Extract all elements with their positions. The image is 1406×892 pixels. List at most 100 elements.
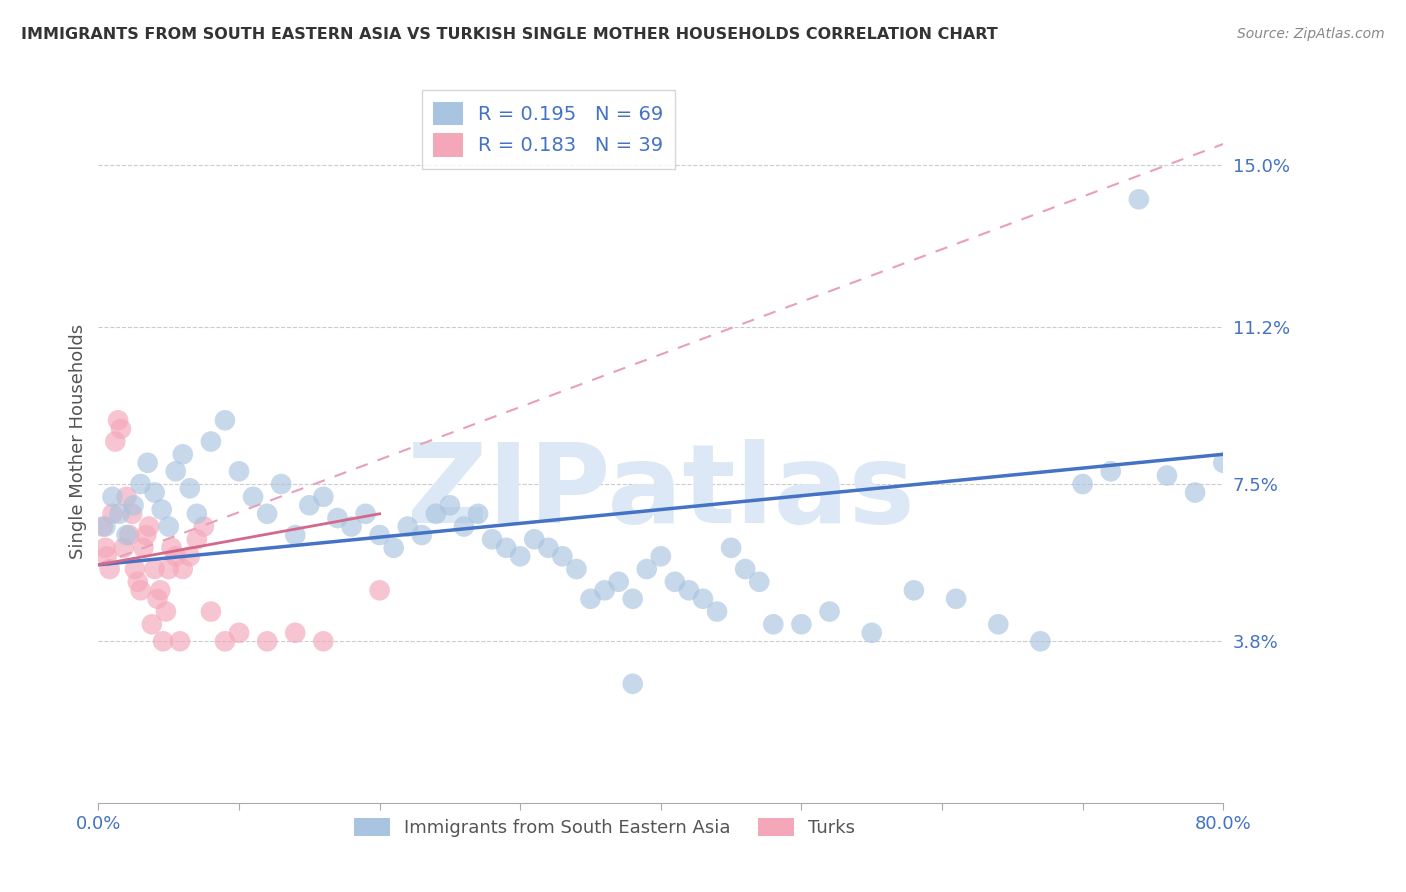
Point [214, 413, 236, 427]
Text: ZIPatlas: ZIPatlas [406, 439, 915, 546]
Point [368, 583, 391, 598]
Point [579, 591, 602, 606]
Point [762, 617, 785, 632]
Point [509, 549, 531, 564]
Point [108, 507, 131, 521]
Point [706, 605, 728, 619]
Point [124, 562, 146, 576]
Point [165, 549, 187, 564]
Point [118, 528, 141, 542]
Point [96, 549, 118, 564]
Point [110, 422, 132, 436]
Point [439, 498, 461, 512]
Point [1071, 477, 1094, 491]
Point [425, 507, 447, 521]
Point [94, 519, 117, 533]
Point [298, 498, 321, 512]
Point [903, 583, 925, 598]
Point [607, 574, 630, 589]
Point [537, 541, 560, 555]
Point [129, 477, 152, 491]
Y-axis label: Single Mother Households: Single Mother Households [69, 324, 87, 559]
Point [396, 519, 419, 533]
Point [312, 490, 335, 504]
Point [200, 434, 222, 449]
Point [122, 498, 145, 512]
Point [141, 617, 163, 632]
Point [551, 549, 574, 564]
Point [284, 528, 307, 542]
Point [621, 591, 644, 606]
Point [104, 434, 127, 449]
Point [453, 519, 475, 533]
Point [1099, 464, 1122, 478]
Point [284, 625, 307, 640]
Point [242, 490, 264, 504]
Point [467, 507, 489, 521]
Point [101, 490, 124, 504]
Point [1156, 468, 1178, 483]
Point [157, 519, 180, 533]
Text: Source: ZipAtlas.com: Source: ZipAtlas.com [1237, 27, 1385, 41]
Point [136, 456, 159, 470]
Point [155, 605, 177, 619]
Point [256, 634, 278, 648]
Point [146, 591, 169, 606]
Point [481, 533, 503, 547]
Point [1128, 192, 1150, 206]
Point [228, 464, 250, 478]
Point [256, 507, 278, 521]
Point [179, 481, 201, 495]
Point [523, 533, 546, 547]
Point [129, 583, 152, 598]
Point [987, 617, 1010, 632]
Point [91, 519, 114, 533]
Point [860, 625, 883, 640]
Point [368, 528, 391, 542]
Point [678, 583, 700, 598]
Point [734, 562, 756, 576]
Point [270, 477, 292, 491]
Point [818, 605, 841, 619]
Point [186, 533, 208, 547]
Point [945, 591, 967, 606]
Text: IMMIGRANTS FROM SOUTH EASTERN ASIA VS TURKISH SINGLE MOTHER HOUSEHOLDS CORRELATI: IMMIGRANTS FROM SOUTH EASTERN ASIA VS TU… [21, 27, 998, 42]
Point [172, 562, 194, 576]
Point [132, 541, 155, 555]
Point [326, 511, 349, 525]
Point [165, 464, 187, 478]
Point [101, 507, 124, 521]
Point [382, 541, 405, 555]
Point [112, 541, 135, 555]
Point [692, 591, 714, 606]
Point [149, 583, 172, 598]
Point [193, 519, 215, 533]
Point [115, 490, 138, 504]
Point [200, 605, 222, 619]
Point [354, 507, 377, 521]
Point [160, 541, 183, 555]
Point [621, 677, 644, 691]
Point [143, 485, 166, 500]
Point [172, 447, 194, 461]
Point [150, 502, 173, 516]
Legend: Immigrants from South Eastern Asia, Turks: Immigrants from South Eastern Asia, Turk… [346, 811, 863, 845]
Point [636, 562, 658, 576]
Point [228, 625, 250, 640]
Point [214, 634, 236, 648]
Point [495, 541, 517, 555]
Point [650, 549, 672, 564]
Point [340, 519, 363, 533]
Point [748, 574, 770, 589]
Point [593, 583, 616, 598]
Point [98, 562, 121, 576]
Point [143, 562, 166, 576]
Point [1029, 634, 1052, 648]
Point [664, 574, 686, 589]
Point [411, 528, 433, 542]
Point [115, 528, 138, 542]
Point [1184, 485, 1206, 500]
Point [1212, 456, 1234, 470]
Point [94, 541, 117, 555]
Point [121, 507, 143, 521]
